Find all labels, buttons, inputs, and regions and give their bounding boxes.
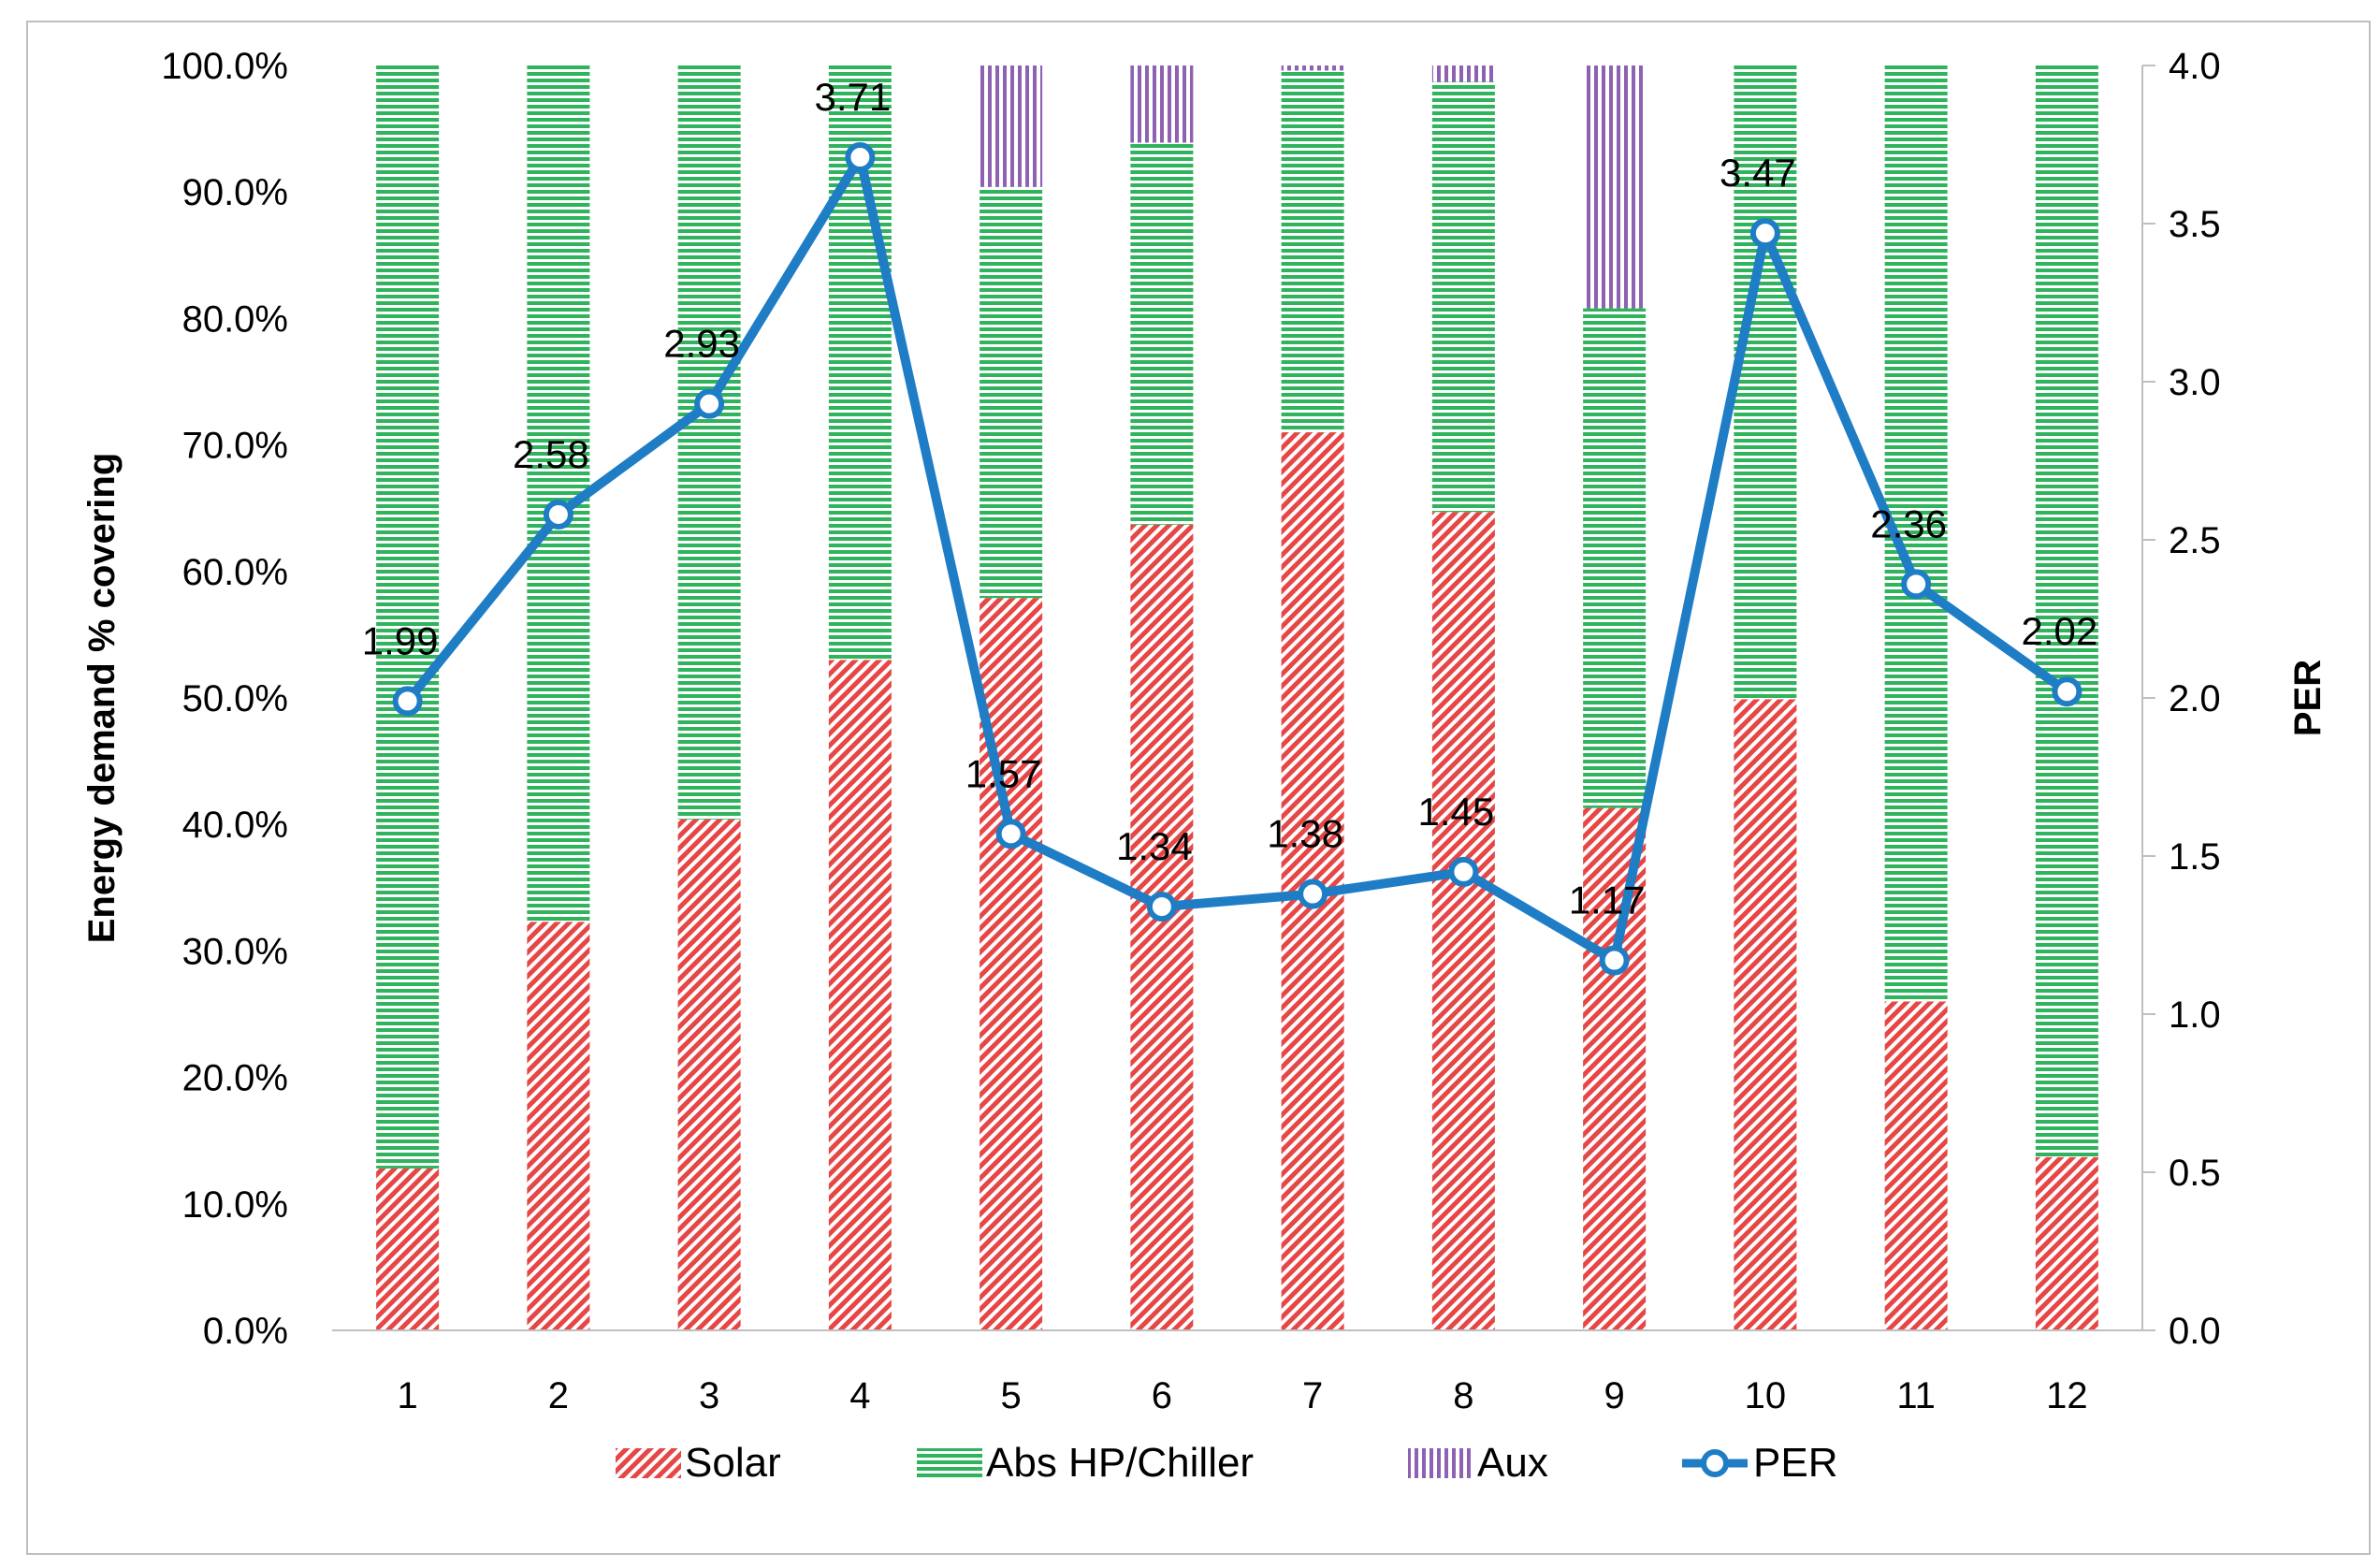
bar-abs-hp-chiller-9: [1583, 308, 1647, 808]
bar-abs-hp-chiller-6: [1130, 142, 1194, 525]
legend-marker-per: [1701, 1449, 1729, 1477]
y2-tick-label: 4.0: [2169, 46, 2221, 87]
bar-abs-hp-chiller-1: [376, 65, 440, 1169]
y-tick-label: 90.0%: [182, 172, 288, 213]
x-tick-label: 4: [849, 1375, 870, 1416]
per-point-10: [1749, 218, 1780, 249]
legend-swatch-aux: [1408, 1448, 1473, 1478]
bar-solar-4: [828, 660, 892, 1330]
per-data-label-1: 1.99: [362, 618, 439, 662]
bar-abs-hp-chiller-7: [1281, 70, 1344, 433]
legend-label-aux: Aux: [1477, 1440, 1548, 1486]
y2-tick-label: 2.5: [2169, 520, 2221, 561]
y-axis-title: Energy demand % covering: [81, 453, 123, 944]
y-tick-label: 80.0%: [182, 298, 288, 340]
y2-tick-label: 3.5: [2169, 204, 2221, 245]
y2-tick-label: 1.0: [2169, 995, 2221, 1036]
legend-label-abs-hp-chiller: Abs HP/Chiller: [986, 1440, 1254, 1486]
per-data-label-2: 2.58: [513, 432, 589, 476]
y-tick-label: 60.0%: [182, 552, 288, 593]
bars-layer: [376, 65, 2098, 1331]
bar-aux-5: [980, 65, 1043, 187]
y-tick-label: 20.0%: [182, 1058, 288, 1099]
x-tick-label: 12: [2046, 1375, 2088, 1416]
bar-solar-12: [2035, 1156, 2098, 1330]
per-data-label-7: 1.38: [1267, 812, 1343, 856]
per-data-label-4: 3.71: [815, 75, 892, 119]
bar-solar-2: [527, 922, 590, 1330]
y2-axis-title: PER: [2287, 660, 2329, 736]
per-data-label-9: 1.17: [1569, 878, 1646, 922]
y-tick-label: 70.0%: [182, 426, 288, 467]
axes-layer: 0.0% 10.0% 20.0% 30.0% 40.0% 50.0% 60.0% 70.0% 8…: [81, 46, 2329, 1416]
per-point-2: [543, 499, 573, 530]
bar-solar-10: [1734, 699, 1797, 1330]
bar-aux-6: [1130, 65, 1194, 143]
y2-tick-label: 2.0: [2169, 678, 2221, 719]
bar-solar-3: [677, 819, 741, 1330]
x-tick-label: 1: [398, 1375, 418, 1416]
legend-label-solar: Solar: [685, 1440, 781, 1486]
per-point-8: [1448, 856, 1479, 887]
bar-aux-9: [1583, 65, 1647, 309]
per-data-label-8: 1.45: [1418, 790, 1495, 834]
bar-abs-hp-chiller-8: [1431, 81, 1495, 513]
bar-abs-hp-chiller-3: [677, 65, 741, 820]
y-tick-label: 50.0%: [182, 678, 288, 719]
x-tick-label: 2: [548, 1375, 569, 1416]
x-tick-label: 3: [699, 1375, 719, 1416]
y-tick-label: 100.0%: [161, 46, 288, 87]
per-point-7: [1298, 878, 1328, 909]
bar-abs-hp-chiller-5: [980, 186, 1043, 599]
legend-swatch-solar: [616, 1448, 681, 1478]
per-point-1: [392, 686, 423, 717]
x-tick-label: 5: [1001, 1375, 1022, 1416]
x-tick-label: 11: [1896, 1375, 1936, 1416]
legend-swatch-abs-hp-chiller: [917, 1448, 982, 1478]
y2-tick-label: 1.5: [2169, 836, 2221, 878]
per-point-11: [1901, 569, 1932, 600]
per-point-9: [1599, 945, 1630, 976]
per-line: [403, 152, 2070, 965]
bar-solar-8: [1431, 512, 1495, 1330]
x-tick-label: 7: [1302, 1375, 1323, 1416]
bar-aux-7: [1281, 65, 1344, 71]
bar-solar-6: [1130, 524, 1194, 1330]
per-data-label-5: 1.57: [965, 751, 1042, 795]
bar-abs-hp-chiller-10: [1734, 65, 1797, 700]
per-line-layer: [392, 142, 2082, 976]
x-tick-label: 9: [1604, 1375, 1625, 1416]
per-data-label-6: 1.34: [1116, 824, 1193, 868]
bar-solar-1: [376, 1168, 440, 1330]
per-point-3: [694, 388, 725, 419]
y2-tick-label: 0.5: [2169, 1153, 2221, 1194]
bar-solar-11: [1884, 1001, 1948, 1330]
per-data-label-12: 2.02: [2022, 609, 2098, 653]
x-tick-label: 10: [1745, 1375, 1787, 1416]
legend: Solar Abs HP/Chiller Aux PER: [616, 1440, 1837, 1486]
y-tick-label: 0.0%: [203, 1311, 288, 1352]
y2-tick-label: 3.0: [2169, 362, 2221, 403]
legend-label-per: PER: [1753, 1440, 1837, 1486]
y2-tick-label: 0.0: [2169, 1311, 2221, 1352]
per-point-6: [1146, 892, 1177, 922]
per-data-label-11: 2.36: [1870, 501, 1947, 545]
per-point-12: [2052, 676, 2082, 707]
y-tick-label: 40.0%: [182, 805, 288, 846]
bar-solar-9: [1583, 807, 1647, 1330]
bar-solar-5: [980, 598, 1043, 1330]
per-data-label-3: 2.93: [663, 322, 740, 366]
per-data-label-10: 3.47: [1720, 151, 1796, 195]
x-tick-label: 8: [1453, 1375, 1473, 1416]
data-labels-layer: 1.99 2.58 2.93 3.71 1.57 1.34 1.38 1.45 1.17 3.47…: [362, 75, 2098, 922]
y-tick-label: 30.0%: [182, 931, 288, 972]
per-point-4: [845, 142, 876, 173]
bar-abs-hp-chiller-12: [2035, 65, 2098, 1157]
bar-aux-8: [1431, 65, 1495, 82]
per-point-5: [995, 819, 1026, 849]
y-tick-label: 10.0%: [182, 1184, 288, 1226]
x-tick-label: 6: [1152, 1375, 1172, 1416]
